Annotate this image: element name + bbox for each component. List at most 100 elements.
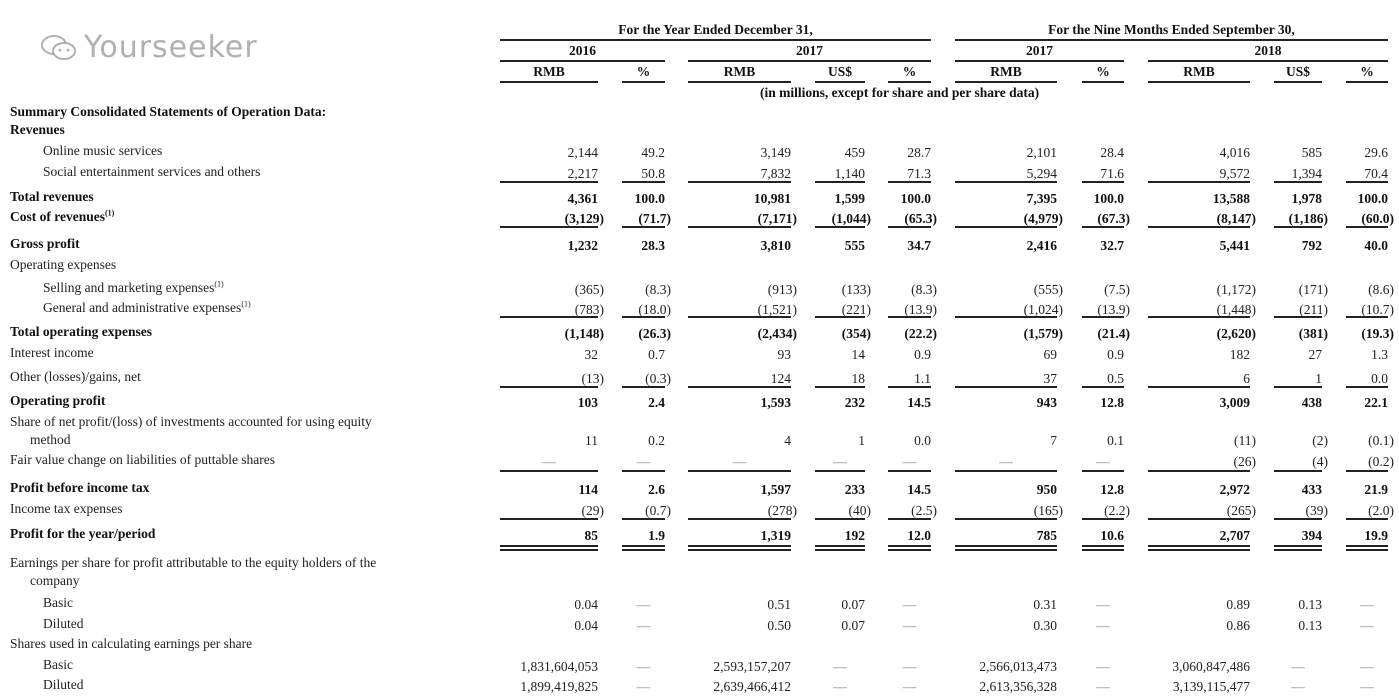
table-cell: (1,448)	[1216, 302, 1256, 317]
table-cell: 1,978	[1291, 191, 1322, 206]
row-label-text: Summary Consolidated Statements of Opera…	[10, 104, 327, 119]
table-cell: 22.1	[1364, 395, 1388, 410]
total-rule	[1346, 518, 1388, 520]
table-cell: (65.3)	[904, 211, 937, 226]
table-cell: 3,149	[760, 145, 791, 160]
table-cell: (1,521)	[757, 302, 797, 317]
total-rule	[1148, 181, 1250, 183]
row-label: Diluted	[43, 677, 84, 693]
table-cell: (1,148)	[564, 326, 604, 341]
wechat-icon	[41, 34, 76, 60]
table-cell: —	[1360, 659, 1374, 674]
table-cell: —	[833, 659, 847, 674]
table-cell: (265)	[1226, 503, 1256, 518]
row-label-text: Share of net profit/(loss) of investment…	[10, 414, 372, 429]
table-cell: —	[1291, 659, 1305, 674]
table-cell: —	[1096, 454, 1110, 469]
table-cell: 2,639,466,412	[713, 679, 791, 694]
table-cell: 0.2	[648, 433, 665, 448]
year-rule	[1148, 60, 1388, 62]
row-label: Total operating expenses	[10, 324, 152, 340]
table-cell: (26.3)	[638, 326, 671, 341]
table-cell: 7,395	[1026, 191, 1057, 206]
total-rule	[1274, 316, 1322, 318]
table-cell: 1,232	[567, 238, 598, 253]
total-rule	[1082, 386, 1124, 388]
double-total-rule	[1274, 549, 1322, 551]
table-cell: (2.5)	[911, 503, 937, 518]
header-year: 2017	[1026, 43, 1053, 58]
table-cell: —	[1096, 618, 1110, 633]
row-label-text: Online music services	[43, 143, 163, 158]
total-rule	[1346, 226, 1388, 228]
table-cell: (22.2)	[904, 326, 937, 341]
total-rule	[1082, 545, 1124, 547]
column-rule	[1274, 81, 1322, 83]
total-rule	[688, 316, 791, 318]
table-cell: 70.4	[1364, 166, 1388, 181]
total-rule	[815, 181, 865, 183]
total-rule	[888, 470, 931, 472]
table-cell: 1,597	[760, 482, 791, 497]
table-cell: 1,140	[834, 166, 865, 181]
table-cell: 6	[1243, 371, 1250, 386]
table-cell: (783)	[574, 302, 604, 317]
row-label: Other (losses)/gains, net	[10, 369, 141, 385]
double-total-rule	[688, 549, 791, 551]
row-label: Total revenues	[10, 189, 94, 205]
row-label: Shares used in calculating earnings per …	[10, 636, 252, 652]
total-rule	[1148, 316, 1250, 318]
row-label-text: Diluted	[43, 616, 84, 631]
table-cell: 13,588	[1212, 191, 1250, 206]
header-group-nine-months: For the Nine Months Ended September 30,	[1048, 22, 1295, 37]
table-cell: (133)	[841, 282, 871, 297]
total-rule	[888, 386, 931, 388]
table-cell: —	[636, 659, 651, 674]
table-cell: 2,144	[567, 145, 598, 160]
row-label: Fair value change on liabilities of putt…	[10, 452, 275, 468]
table-cell: 14	[851, 347, 866, 362]
table-cell: 71.3	[907, 166, 931, 181]
total-rule	[1274, 470, 1322, 472]
table-cell: 0.50	[767, 618, 791, 633]
column-rule	[888, 81, 931, 83]
total-rule	[688, 545, 791, 547]
double-total-rule	[500, 549, 598, 551]
column-rule	[1082, 81, 1124, 83]
watermark-text: Yourseeker	[84, 30, 258, 65]
table-cell: (39)	[1305, 503, 1329, 518]
row-label-text: Gross profit	[10, 236, 80, 251]
year-rule	[955, 60, 1124, 62]
table-cell: 2,101	[1026, 145, 1057, 160]
table-cell: 34.7	[907, 238, 931, 253]
total-rule	[1274, 386, 1322, 388]
table-cell: (8.6)	[1368, 282, 1394, 297]
table-cell: 1,319	[760, 528, 791, 543]
table-cell: —	[902, 659, 917, 674]
table-cell: —	[1360, 597, 1374, 612]
table-cell: —	[636, 618, 651, 633]
total-rule	[1148, 226, 1250, 228]
table-cell: (26)	[1233, 454, 1257, 469]
table-cell: (913)	[767, 282, 797, 297]
table-cell: (8.3)	[911, 282, 937, 297]
table-cell: 19.9	[1364, 528, 1388, 543]
table-cell: (19.3)	[1361, 326, 1394, 341]
column-rule	[622, 81, 665, 83]
row-label-text: Revenues	[10, 122, 65, 137]
table-cell: (10.7)	[1361, 302, 1394, 317]
total-rule	[500, 226, 598, 228]
table-cell: (60.0)	[1361, 211, 1394, 226]
table-cell: (7.5)	[1104, 282, 1130, 297]
table-cell: 1,831,604,053	[520, 659, 598, 674]
row-label-text: Other (losses)/gains, net	[10, 369, 141, 384]
total-rule	[955, 316, 1057, 318]
table-cell: 585	[1301, 145, 1322, 160]
column-header: %	[636, 64, 651, 79]
table-cell: 5,294	[1026, 166, 1057, 181]
column-header: RMB	[990, 64, 1022, 79]
table-cell: 555	[844, 238, 865, 253]
table-cell: 943	[1036, 395, 1057, 410]
column-header: %	[1096, 64, 1110, 79]
table-cell: (13)	[581, 371, 605, 386]
